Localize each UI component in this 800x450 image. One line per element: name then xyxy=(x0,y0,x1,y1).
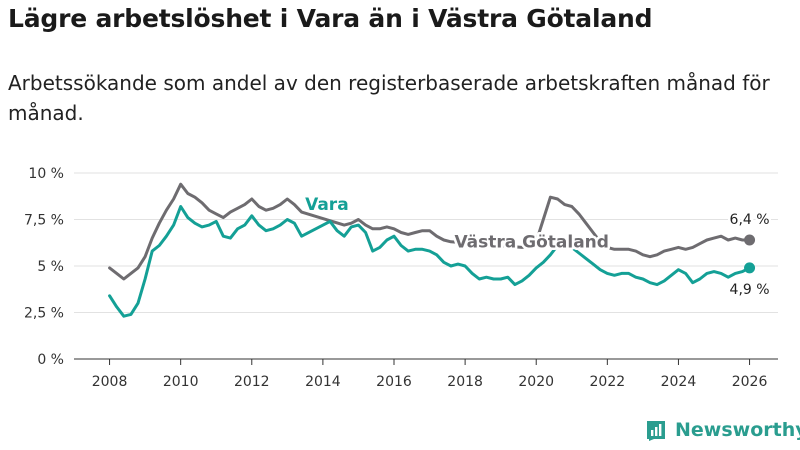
chart-title: Lägre arbetslöshet i Vara än i Västra Gö… xyxy=(8,4,653,33)
newsworthy-logo-icon xyxy=(647,421,665,441)
x-tick-label: 2020 xyxy=(518,374,554,390)
y-tick-label: 2,5 % xyxy=(24,306,64,322)
end-value-label-västra-götaland: 6,4 % xyxy=(730,212,770,228)
y-tick-label: 5 % xyxy=(37,259,64,275)
y-tick-label: 7,5 % xyxy=(24,213,64,229)
series-line-västra-götaland xyxy=(108,182,752,281)
x-tick-label: 2018 xyxy=(447,374,483,390)
x-tick-label: 2016 xyxy=(376,374,412,390)
x-tick-label: 2022 xyxy=(590,374,626,390)
chart-subtitle: Arbetssökande som andel av den registerb… xyxy=(8,71,770,125)
x-tick-label: 2012 xyxy=(234,374,270,390)
series-label-västra-götaland: Västra Götaland xyxy=(454,232,609,252)
brand-logo: Newsworthy xyxy=(645,419,800,441)
x-tick-label: 2026 xyxy=(732,374,768,390)
x-tick-label: 2014 xyxy=(305,374,341,390)
end-point-vara xyxy=(744,262,756,274)
y-tick-label: 0 % xyxy=(37,352,64,368)
series-line-vara xyxy=(108,205,752,318)
end-point-västra-götaland xyxy=(744,234,756,246)
x-tick-label: 2010 xyxy=(163,374,199,390)
brand-name: Newsworthy xyxy=(675,419,800,441)
y-tick-label: 10 % xyxy=(28,166,64,182)
x-tick-label: 2024 xyxy=(661,374,697,390)
x-tick-label: 2008 xyxy=(92,374,128,390)
series-label-vara: Vara xyxy=(305,195,349,215)
end-value-label-vara: 4,9 % xyxy=(730,282,770,298)
